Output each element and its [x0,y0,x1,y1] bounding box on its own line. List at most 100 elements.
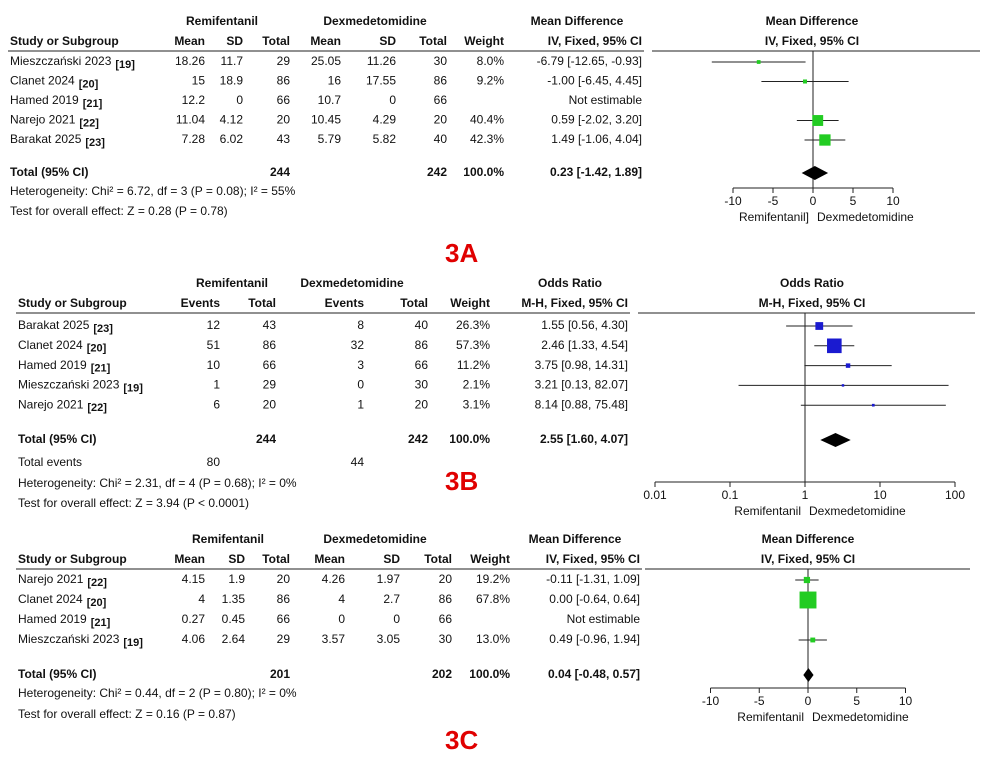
study-cell: 25.05 [311,54,341,68]
study-cell: 19.2% [476,572,510,586]
column-header: Total [419,34,447,48]
favors-right: Dexmedetomidine [809,504,906,518]
study-cell: 1.97 [377,572,401,586]
study-cell: 1 [357,397,364,411]
study-name: Clanet 2024 [18,338,83,352]
column-header: Weight [464,34,504,48]
study-ref: [20] [87,343,107,355]
column-header: Total [262,552,290,566]
x-tick-label: 1 [802,488,809,502]
column-header: Total [262,34,290,48]
study-cell: 6 [213,397,220,411]
study-cell: 0 [393,612,400,626]
column-header: Total [248,296,276,310]
study-cell: 4 [198,592,205,606]
study-cell: 4.06 [182,632,206,646]
study-ref: [22] [87,402,107,414]
column-header: Mean [314,552,345,566]
total-weight: 100.0% [463,165,504,179]
column-header: SD [379,34,396,48]
study-name: Narejo 2021 [10,113,76,127]
study-name: Mieszczański 2023 [18,378,120,392]
study-name: Hamed 2019 [18,612,87,626]
column-header: IV, Fixed, 95% CI [548,34,642,48]
study-cell: 32 [351,338,365,352]
study-cell: 0 [389,93,396,107]
study-cell: 30 [439,632,453,646]
study-cell: 66 [263,358,277,372]
study-cell: 13.0% [476,632,510,646]
total-effect: 0.04 [-0.48, 0.57] [548,667,640,681]
study-cell: 40 [434,132,448,146]
column-header: SD [383,552,400,566]
study-cell: 16 [328,74,342,88]
study-cell: 1 [213,378,220,392]
study-cell: 29 [277,54,291,68]
total-diamond [820,433,851,447]
study-cell: 0.49 [-0.96, 1.94] [549,632,640,646]
study-cell: 11.04 [176,113,205,127]
study-cell: 86 [277,592,291,606]
study-cell: 67.8% [476,592,510,606]
column-header: Events [325,296,365,310]
x-tick-label: -10 [702,694,720,708]
study-cell: 66 [415,358,429,372]
study-cell: 11.26 [367,54,396,68]
x-tick-label: 10 [873,488,887,502]
study-square [810,637,816,643]
column-header: Events [181,296,221,310]
study-square [803,576,811,584]
study-cell: 12 [207,318,221,332]
total-name: Total (95% CI) [18,667,96,681]
total-weight: 100.0% [449,432,490,446]
favors-right: Dexmedetomidine [817,210,914,224]
total-n2: 202 [432,667,452,681]
panel-label: 3A [445,238,478,268]
study-square [802,79,808,84]
group-header: Remifentanil [186,14,258,28]
study-cell: 0.45 [222,612,246,626]
study-cell: 66 [277,612,291,626]
study-ref: [21] [83,98,103,110]
study-ref: [22] [79,117,99,129]
column-header: Weight [450,296,490,310]
study-cell: 86 [277,74,291,88]
x-tick-label: 0 [805,694,812,708]
study-cell: Not estimable [567,612,641,626]
overall-effect: Test for overall effect: Z = 0.16 (P = 0… [18,707,236,721]
study-cell: 20 [277,572,291,586]
study-cell: 1.55 [0.56, 4.30] [541,318,628,332]
total-events-label: Total events [18,455,82,469]
effect-header: Mean Difference [529,532,622,546]
x-tick-label: -5 [754,694,765,708]
column-header: SD [226,34,243,48]
study-square [841,384,845,387]
total-effect: 2.55 [1.60, 4.07] [540,432,628,446]
study-cell: 12.2 [182,93,206,107]
total-events-value: 80 [207,455,221,469]
study-cell: 29 [277,632,291,646]
study-cell: 5.79 [318,132,342,146]
study-name: Barakat 2025 [18,318,90,332]
study-name: Clanet 2024 [18,592,83,606]
study-square [756,60,761,64]
study-cell: 10 [207,358,221,372]
study-cell: 6.02 [220,132,244,146]
study-square [871,403,875,407]
study-name: Narejo 2021 [18,397,84,411]
study-cell: 1.49 [-1.06, 4.04] [551,132,642,146]
study-cell: 17.55 [366,74,396,88]
study-cell: 4.29 [373,113,397,127]
study-cell: 66 [434,93,448,107]
study-cell: 0 [338,612,345,626]
column-header: Study or Subgroup [10,34,119,48]
x-tick-label: 0.1 [722,488,739,502]
study-cell: 2.46 [1.33, 4.54] [541,338,628,352]
study-name: Hamed 2019 [10,93,79,107]
study-cell: 86 [434,74,448,88]
study-cell: 3.05 [377,632,401,646]
study-square [799,591,817,609]
study-name: Barakat 2025 [10,132,82,146]
column-header: Study or Subgroup [18,552,127,566]
panel-label: 3C [445,725,478,755]
